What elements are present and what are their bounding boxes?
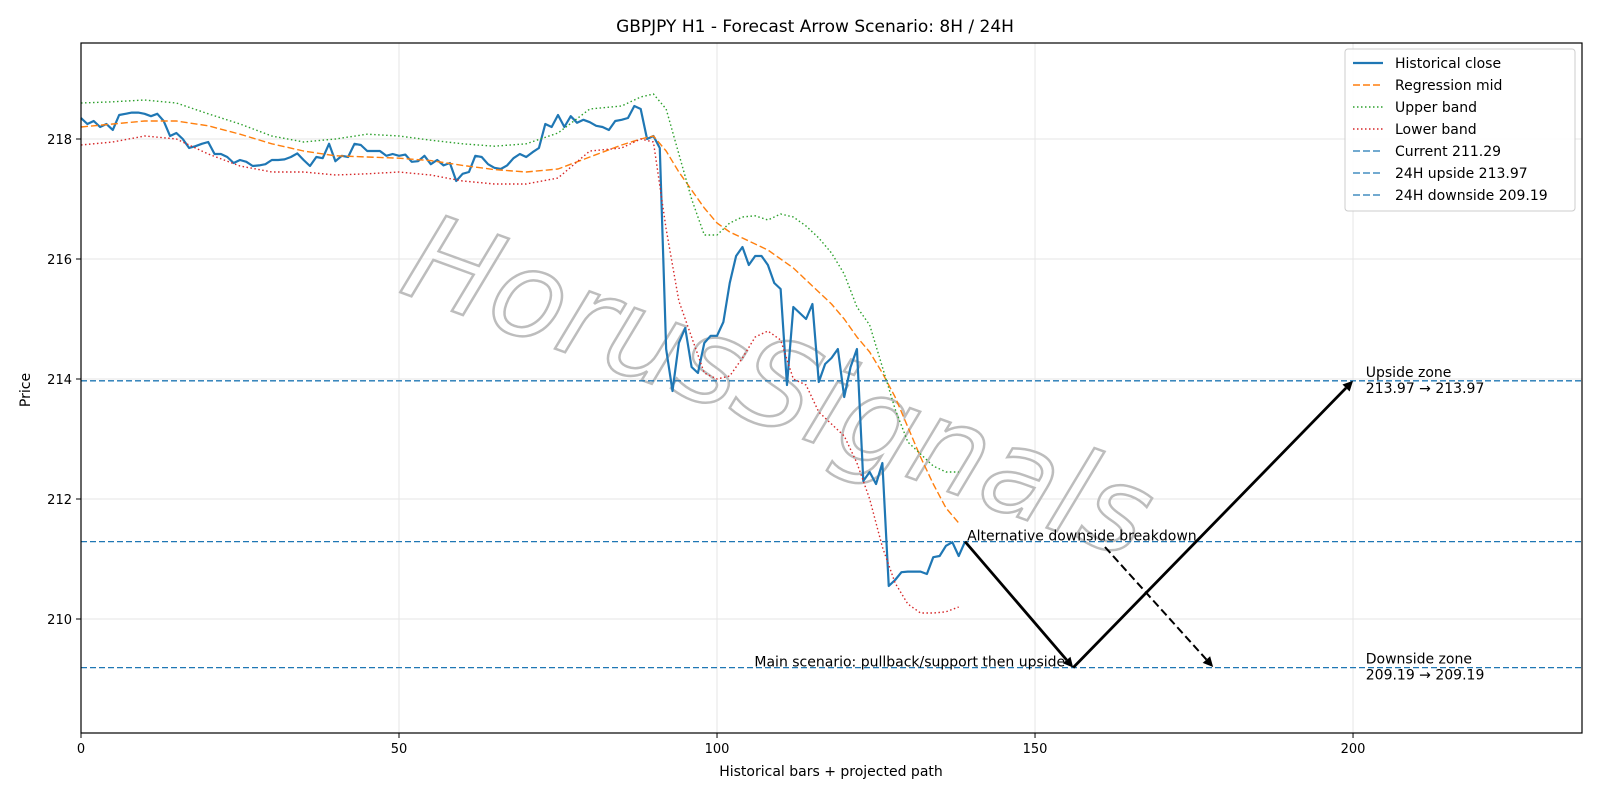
series-line: [80, 104, 967, 588]
downside-zone-range: 209.19 → 209.19: [1366, 668, 1485, 684]
scenario-arrow: [964, 540, 1068, 661]
y-axis-label: Price: [18, 373, 34, 407]
axis-ticks: 0 50 100 150 200 210 212 214 216 218: [47, 133, 1365, 757]
plot-frame: [80, 42, 1583, 734]
upside-zone-range: 213.97 → 213.97: [1366, 381, 1485, 397]
legend-label: Regression mid: [1395, 78, 1502, 94]
main-scenario-annotation: Main scenario: pullback/support then ups…: [754, 655, 1065, 671]
x-tick-label: 150: [1023, 742, 1048, 757]
x-tick-label: 200: [1341, 742, 1366, 757]
legend-label: 24H upside 213.97: [1395, 166, 1528, 182]
level-lines: [81, 380, 1582, 669]
legend-label: Historical close: [1395, 56, 1501, 72]
y-tick-label: 218: [47, 133, 72, 148]
data-series: [80, 93, 967, 614]
y-tick-label: 216: [47, 253, 72, 268]
grid-lines: [80, 43, 1582, 733]
downside-zone-title: Downside zone: [1366, 652, 1472, 668]
legend-label: Upper band: [1395, 100, 1477, 116]
alt-scenario-annotation: Alternative downside breakdown: [967, 529, 1197, 545]
y-tick-label: 212: [47, 493, 72, 508]
scenario-arrows: [964, 380, 1354, 669]
arrow-head: [1062, 656, 1074, 668]
annotations: Main scenario: pullback/support then ups…: [754, 365, 1484, 684]
x-axis-label: Historical bars + projected path: [719, 764, 943, 780]
legend: Historical close Regression mid Upper band…: [1344, 48, 1576, 212]
arrow-head: [1202, 656, 1214, 667]
y-tick-label: 210: [47, 613, 72, 628]
x-tick-label: 0: [77, 742, 85, 757]
x-tick-label: 100: [705, 742, 730, 757]
scenario-arrow: [1072, 386, 1348, 669]
legend-label: 24H downside 209.19: [1395, 188, 1548, 204]
legend-label: Lower band: [1395, 122, 1477, 138]
x-tick-label: 50: [391, 742, 408, 757]
upside-zone-title: Upside zone: [1366, 365, 1452, 381]
series-line: [80, 120, 960, 524]
series-line: [80, 93, 959, 473]
y-tick-label: 214: [47, 373, 72, 388]
scenario-arrow: [1104, 546, 1208, 661]
arrow-head: [1342, 380, 1354, 392]
legend-label: Current 211.29: [1395, 144, 1501, 160]
chart-title: GBPJPY H1 - Forecast Arrow Scenario: 8H …: [616, 17, 1014, 37]
legend-box: [1344, 48, 1576, 212]
